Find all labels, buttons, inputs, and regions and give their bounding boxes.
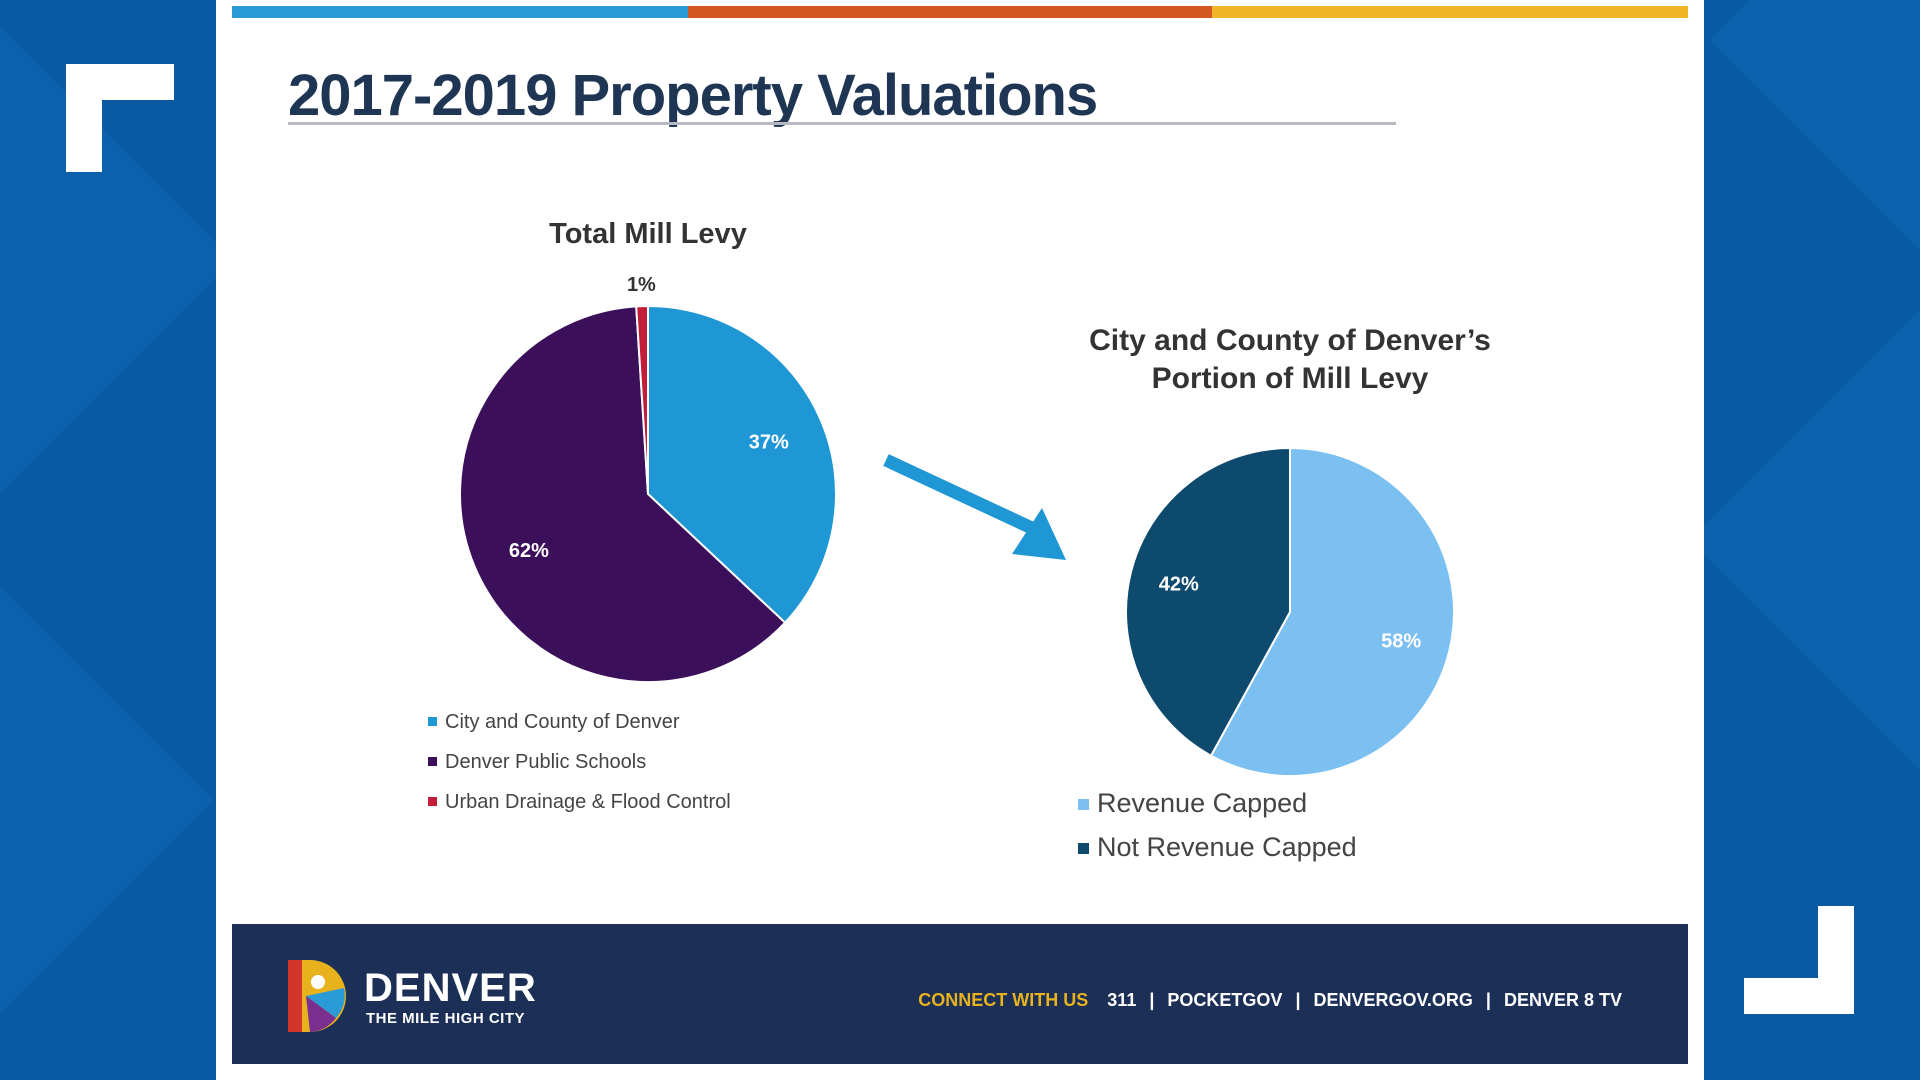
chart-title-line-2: Portion of Mill Levy <box>1152 362 1429 395</box>
legend-swatch-city-and-county-of-denver <box>428 717 437 726</box>
right-background-panel <box>1704 0 1920 1080</box>
corner-bracket-bottom-right <box>1744 906 1854 1014</box>
accent-stripe-yellow <box>1212 6 1688 18</box>
title-underline <box>288 122 1396 125</box>
slice-label-not-revenue-capped: 42% <box>1159 573 1199 595</box>
link-denvergov[interactable]: DENVERGOV.ORG <box>1313 990 1473 1010</box>
chart-title-line-1: City and County of Denver’s <box>1089 324 1491 357</box>
link-pocketgov[interactable]: POCKETGOV <box>1167 990 1283 1010</box>
legend-label-not-revenue-capped: Not Revenue Capped <box>1097 832 1357 862</box>
corner-bracket-top-left <box>66 64 174 172</box>
left-background-panel <box>0 0 216 1080</box>
legend-swatch-denver-public-schools <box>428 757 437 766</box>
link-denver8tv[interactable]: DENVER 8 TV <box>1503 990 1622 1010</box>
link-separator: | <box>1295 990 1301 1010</box>
legend-label-urban-drainage-flood-control: Urban Drainage & Flood Control <box>445 791 731 813</box>
legend-label-revenue-capped: Revenue Capped <box>1097 788 1307 818</box>
link-311[interactable]: 311 <box>1107 990 1137 1010</box>
slice-label-city-and-county-of-denver: 37% <box>749 432 789 454</box>
link-separator: | <box>1485 990 1491 1010</box>
slice-label-revenue-capped: 58% <box>1381 631 1421 653</box>
slide: 2017-2019 Property Valuations Total Mill… <box>216 0 1704 1080</box>
pie-slice-denver-public-schools <box>459 305 787 683</box>
accent-stripe-blue <box>232 6 688 18</box>
footer-bar: DENVER THE MILE HIGH CITY CONNECT WITH U… <box>232 924 1688 1064</box>
accent-stripe-orange <box>688 6 1212 18</box>
slice-label-denver-public-schools: 62% <box>509 540 549 562</box>
link-separator: | <box>1149 990 1155 1010</box>
arrow-head-icon <box>1012 508 1066 560</box>
pie-slice-revenue-capped <box>1209 446 1455 777</box>
pie-slice-urban-drainage-flood-control <box>635 304 649 495</box>
legend-label-city-and-county-of-denver: City and County of Denver <box>445 711 680 733</box>
legend-label-denver-public-schools: Denver Public Schools <box>445 751 646 773</box>
brand-tagline: THE MILE HIGH CITY <box>366 1010 525 1027</box>
pie-slice-not-revenue-capped <box>1125 446 1291 758</box>
arrow-shaft <box>883 454 1039 536</box>
connect-links: CONNECT WITH US 311 | POCKETGOV | DENVER… <box>918 990 1622 1011</box>
pie-slice-city-and-county-of-denver <box>647 304 837 625</box>
slide-title: 2017-2019 Property Valuations <box>288 63 1098 128</box>
brand-name: DENVER <box>364 966 537 1010</box>
legend-swatch-urban-drainage-flood-control <box>428 797 437 806</box>
legend-swatch-revenue-capped <box>1078 799 1089 810</box>
chart-title-total-mill-levy: Total Mill Levy <box>549 218 747 250</box>
slice-label-urban-drainage-flood-control: 1% <box>627 274 656 296</box>
legend-swatch-not-revenue-capped <box>1078 843 1089 854</box>
connect-label: CONNECT WITH US <box>918 990 1089 1010</box>
denver-logo-icon <box>288 960 346 1032</box>
charts-canvas: Total Mill Levy 37% 62% 1% City and County o… <box>428 218 1491 862</box>
